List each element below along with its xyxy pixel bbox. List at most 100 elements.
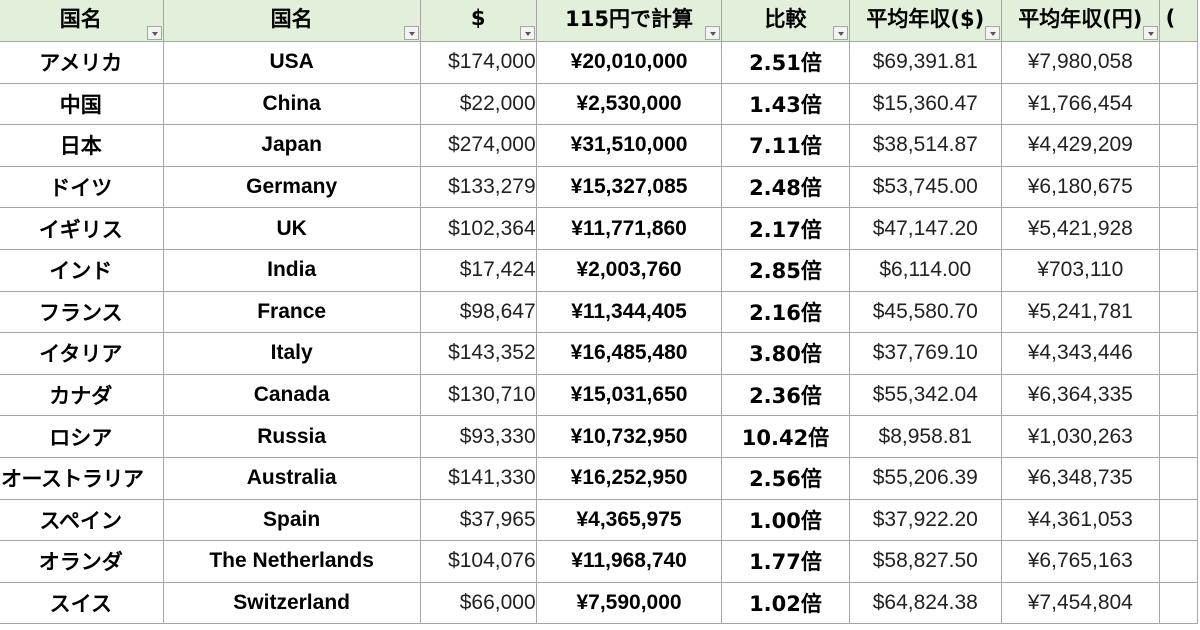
cell-empty[interactable] [1158,41,1199,84]
cell-ratio[interactable]: 3.80倍 [721,332,850,375]
cell-usd[interactable]: $130,710 [419,373,537,417]
cell-yen-calc[interactable]: ¥11,344,405 [535,290,723,334]
cell-country-jp[interactable]: ロシア [0,415,164,458]
cell-ratio[interactable]: 2.51倍 [721,41,850,84]
cell-empty[interactable] [1158,540,1199,583]
cell-country-en[interactable]: USA [162,41,421,84]
cell-avg-income-usd[interactable]: $38,514.87 [848,124,1003,167]
cell-country-en[interactable]: Russia [162,415,421,458]
filter-dropdown-icon[interactable] [832,26,848,40]
cell-country-jp[interactable]: カナダ [0,373,164,417]
cell-country-en[interactable]: The Netherlands [162,540,421,583]
cell-avg-income-yen[interactable]: ¥1,030,263 [1001,415,1160,458]
cell-avg-income-yen[interactable]: ¥1,766,454 [1001,82,1160,126]
cell-usd[interactable]: $141,330 [419,456,537,500]
filter-dropdown-icon[interactable] [985,26,1001,40]
header-extra[interactable]: ( [1158,0,1199,42]
cell-avg-income-yen[interactable]: ¥6,765,163 [1001,540,1160,583]
cell-country-jp[interactable]: オーストラリア [0,456,164,500]
cell-country-jp[interactable]: オランダ [0,540,164,583]
cell-yen-calc[interactable]: ¥2,003,760 [535,248,723,292]
cell-yen-calc[interactable]: ¥16,252,950 [535,456,723,500]
cell-country-en[interactable]: Australia [162,456,421,500]
cell-empty[interactable] [1158,498,1199,542]
cell-ratio[interactable]: 7.11倍 [721,124,850,167]
cell-usd[interactable]: $102,364 [419,207,537,250]
cell-country-en[interactable]: Italy [162,332,421,375]
cell-avg-income-usd[interactable]: $37,769.10 [848,332,1003,375]
cell-country-en[interactable]: Canada [162,373,421,417]
cell-ratio[interactable]: 2.36倍 [721,373,850,417]
cell-empty[interactable] [1158,207,1199,250]
cell-usd[interactable]: $98,647 [419,290,537,334]
header-yen-calc[interactable]: 115円で計算 [535,0,723,42]
cell-usd[interactable]: $143,352 [419,332,537,375]
cell-ratio[interactable]: 1.43倍 [721,82,850,126]
cell-avg-income-yen[interactable]: ¥6,364,335 [1001,373,1160,417]
filter-dropdown-icon[interactable] [519,26,535,40]
cell-avg-income-usd[interactable]: $55,342.04 [848,373,1003,417]
cell-avg-income-usd[interactable]: $47,147.20 [848,207,1003,250]
cell-yen-calc[interactable]: ¥4,365,975 [535,498,723,542]
cell-avg-income-usd[interactable]: $37,922.20 [848,498,1003,542]
cell-avg-income-usd[interactable]: $6,114.00 [848,248,1003,292]
cell-avg-income-yen[interactable]: ¥5,241,781 [1001,290,1160,334]
cell-ratio[interactable]: 1.02倍 [721,581,850,625]
header-avg-income-yen[interactable]: 平均年収(円) [1001,0,1160,42]
cell-country-jp[interactable]: スイス [0,581,164,625]
cell-yen-calc[interactable]: ¥11,968,740 [535,540,723,583]
cell-avg-income-usd[interactable]: $53,745.00 [848,165,1003,209]
cell-empty[interactable] [1158,248,1199,292]
cell-yen-calc[interactable]: ¥15,327,085 [535,165,723,209]
cell-country-jp[interactable]: アメリカ [0,41,164,84]
cell-usd[interactable]: $274,000 [419,124,537,167]
cell-yen-calc[interactable]: ¥15,031,650 [535,373,723,417]
cell-usd[interactable]: $37,965 [419,498,537,542]
cell-country-jp[interactable]: スペイン [0,498,164,542]
header-country-jp[interactable]: 国名 [0,0,164,42]
cell-country-en[interactable]: China [162,82,421,126]
cell-usd[interactable]: $104,076 [419,540,537,583]
cell-country-jp[interactable]: イギリス [0,207,164,250]
cell-empty[interactable] [1158,165,1199,209]
cell-empty[interactable] [1158,581,1199,625]
cell-avg-income-yen[interactable]: ¥6,180,675 [1001,165,1160,209]
cell-usd[interactable]: $133,279 [419,165,537,209]
cell-avg-income-usd[interactable]: $64,824.38 [848,581,1003,625]
cell-avg-income-yen[interactable]: ¥7,980,058 [1001,41,1160,84]
cell-ratio[interactable]: 2.56倍 [721,456,850,500]
cell-ratio[interactable]: 2.16倍 [721,290,850,334]
cell-avg-income-yen[interactable]: ¥703,110 [1001,248,1160,292]
cell-avg-income-usd[interactable]: $55,206.39 [848,456,1003,500]
header-avg-income-usd[interactable]: 平均年収($) [848,0,1003,42]
cell-yen-calc[interactable]: ¥7,590,000 [535,581,723,625]
cell-yen-calc[interactable]: ¥16,485,480 [535,332,723,375]
cell-avg-income-usd[interactable]: $15,360.47 [848,82,1003,126]
cell-country-jp[interactable]: インド [0,248,164,292]
cell-country-jp[interactable]: 日本 [0,124,164,167]
filter-dropdown-icon[interactable] [403,26,419,40]
cell-country-en[interactable]: France [162,290,421,334]
cell-avg-income-yen[interactable]: ¥6,348,735 [1001,456,1160,500]
cell-avg-income-usd[interactable]: $8,958.81 [848,415,1003,458]
cell-empty[interactable] [1158,290,1199,334]
cell-ratio[interactable]: 2.85倍 [721,248,850,292]
cell-empty[interactable] [1158,415,1199,458]
filter-dropdown-icon[interactable] [1142,26,1158,40]
cell-ratio[interactable]: 2.17倍 [721,207,850,250]
cell-country-jp[interactable]: フランス [0,290,164,334]
cell-empty[interactable] [1158,124,1199,167]
cell-empty[interactable] [1158,456,1199,500]
cell-country-en[interactable]: Switzerland [162,581,421,625]
cell-avg-income-yen[interactable]: ¥5,421,928 [1001,207,1160,250]
header-ratio[interactable]: 比較 [721,0,850,42]
filter-dropdown-icon[interactable] [146,26,162,40]
cell-empty[interactable] [1158,82,1199,126]
header-usd[interactable]: $ [419,0,537,42]
cell-country-jp[interactable]: イタリア [0,332,164,375]
cell-usd[interactable]: $174,000 [419,41,537,84]
cell-country-en[interactable]: Germany [162,165,421,209]
cell-avg-income-yen[interactable]: ¥7,454,804 [1001,581,1160,625]
cell-country-jp[interactable]: ドイツ [0,165,164,209]
cell-yen-calc[interactable]: ¥11,771,860 [535,207,723,250]
